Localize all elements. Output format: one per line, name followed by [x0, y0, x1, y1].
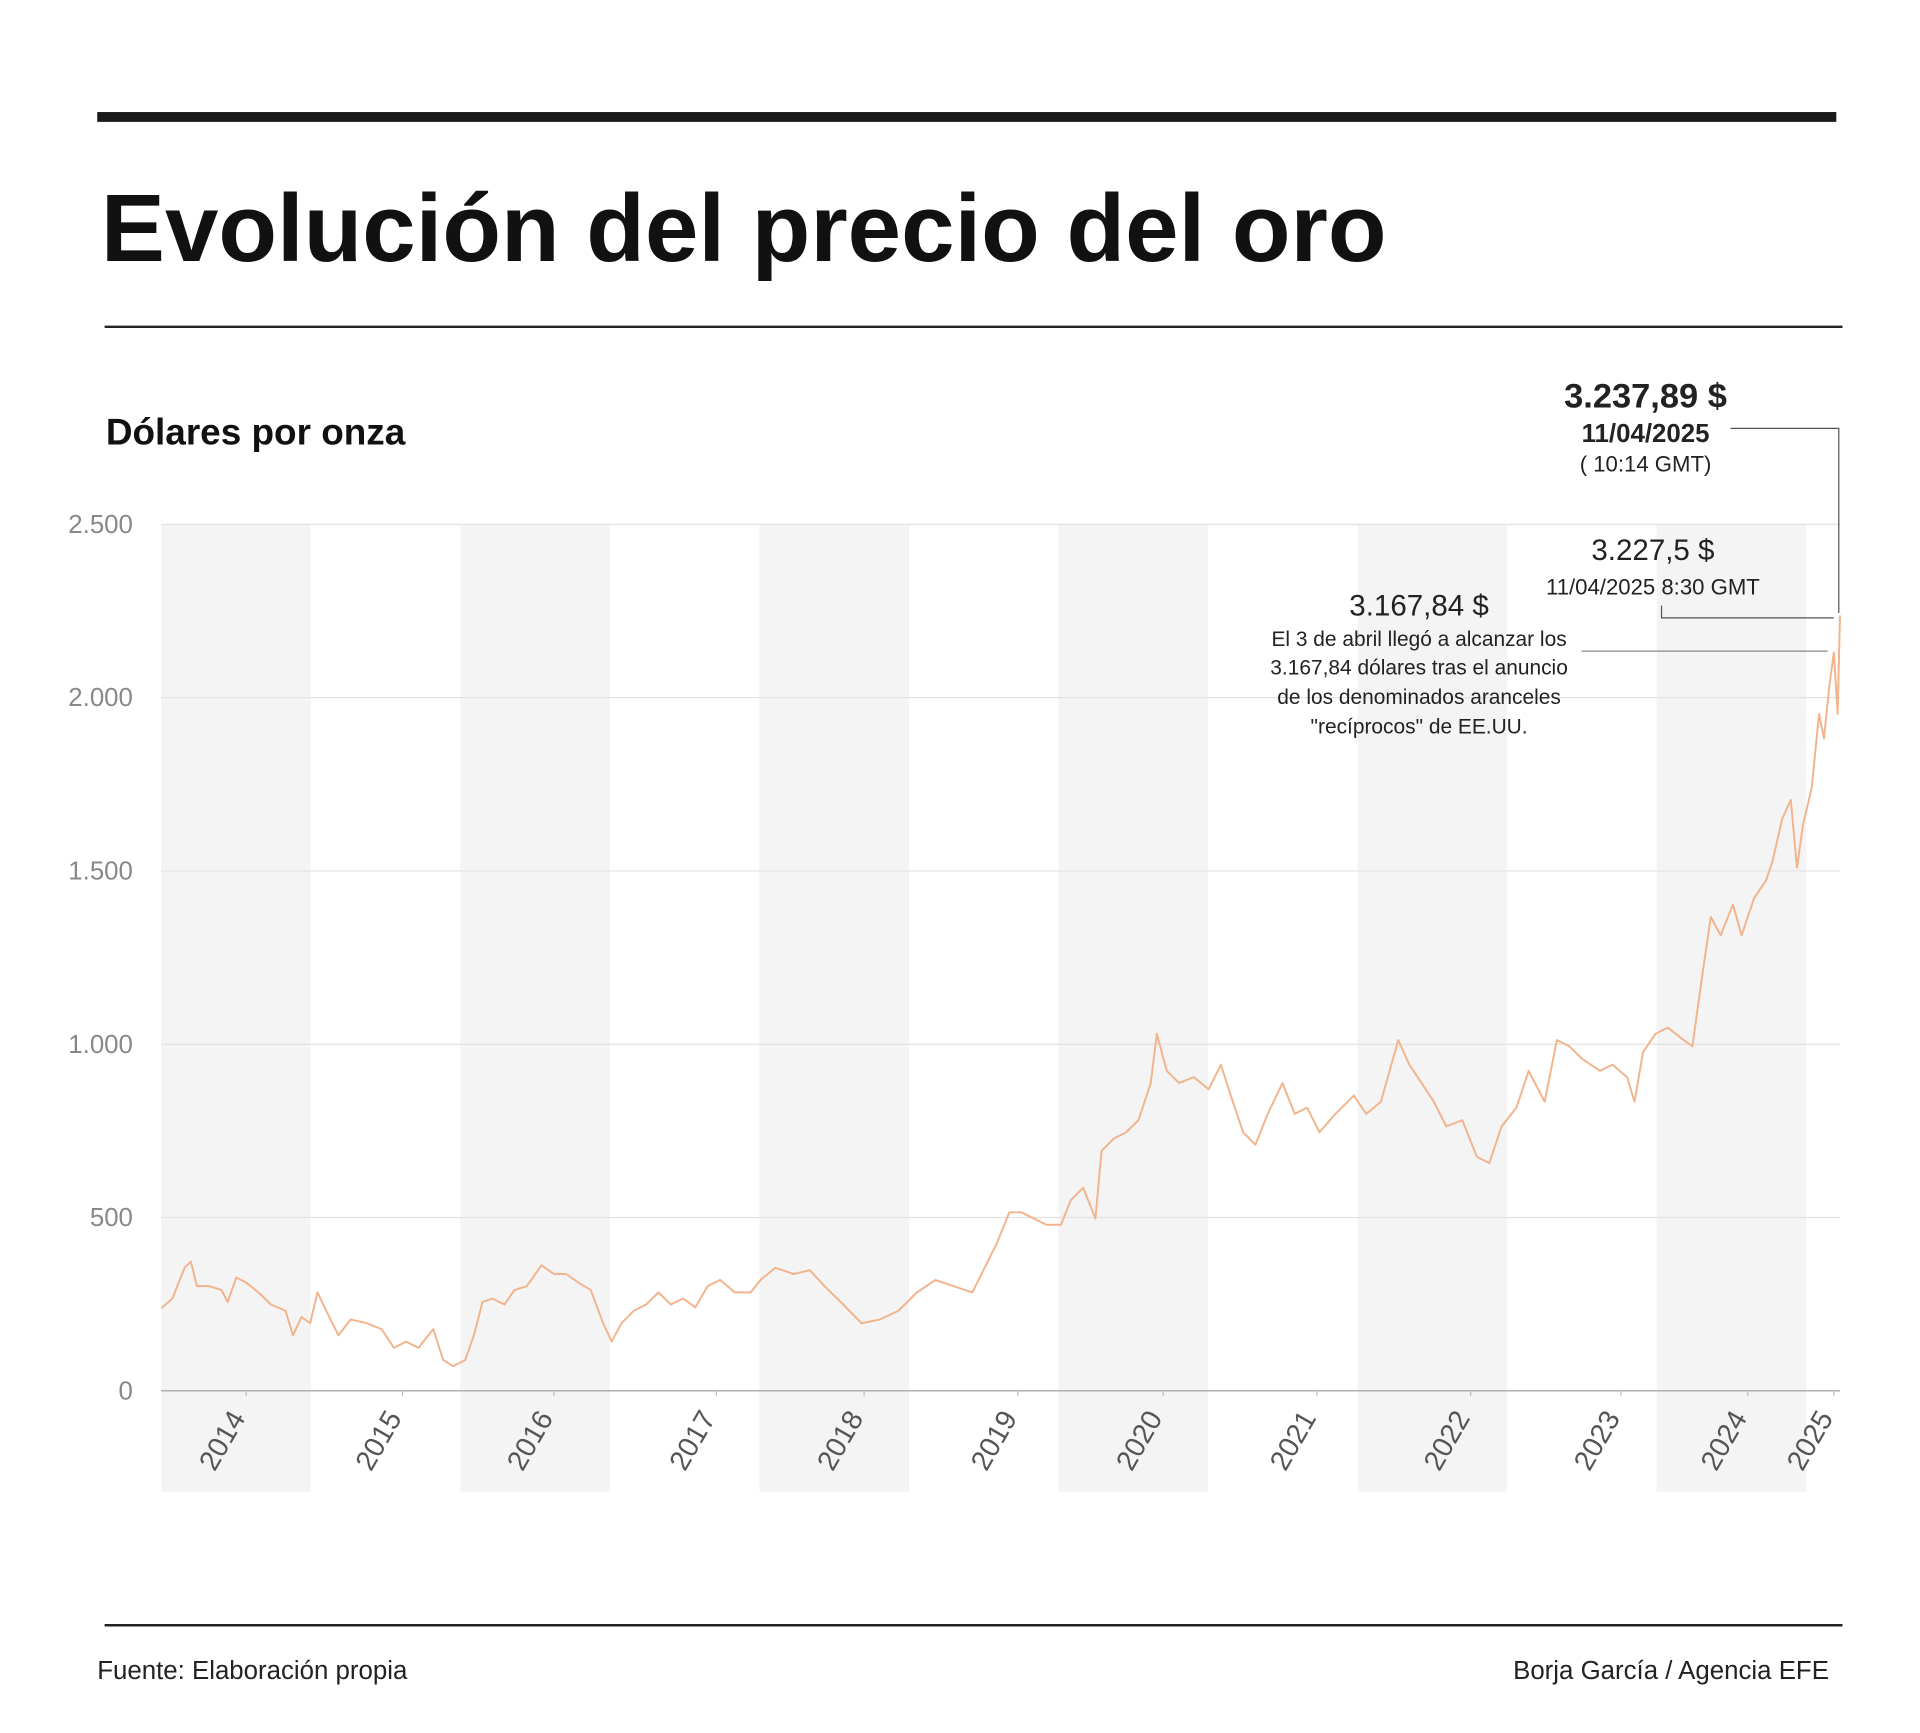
y-tick-label: 0	[119, 1377, 133, 1405]
y-tick-label: 500	[90, 1204, 133, 1232]
year-band	[460, 524, 610, 1492]
x-tick-label: 2017	[662, 1405, 721, 1476]
annotation: 3.167,84 $	[1349, 589, 1489, 622]
leader-line	[1730, 427, 1840, 613]
x-tick-label: 2015	[348, 1405, 407, 1476]
annotation: 3.237,89 $	[1564, 377, 1727, 415]
year-band	[1357, 524, 1508, 1492]
x-tick-label: 2019	[964, 1405, 1023, 1476]
annotation: 11/04/2025	[1582, 420, 1710, 448]
credit: Borja García / Agencia EFE	[1513, 1657, 1829, 1685]
leader-line	[1660, 605, 1834, 619]
x-tick-label: 2021	[1263, 1405, 1322, 1476]
year-band	[1058, 524, 1209, 1492]
price-line	[160, 615, 1841, 1368]
chart-subtitle: Dólares por onza	[106, 411, 406, 452]
annotation: 3.227,5 $	[1591, 534, 1714, 567]
year-band	[1656, 524, 1807, 1492]
year-band	[759, 524, 909, 1492]
y-tick-label: 1.000	[68, 1031, 133, 1059]
annotation: 3.167,84 dólares tras el anuncio	[1270, 656, 1568, 679]
y-tick-label: 1.500	[68, 858, 133, 886]
annotation: "recíprocos" de EE.UU.	[1311, 716, 1528, 739]
annotations: 3.237,89 $ 11/04/2025 ( 10:14 GMT) 3.227…	[1270, 377, 1840, 739]
year-band	[161, 524, 311, 1492]
x-tick-label: 2023	[1567, 1405, 1626, 1476]
y-tick-label: 2.000	[68, 684, 133, 712]
top-rule	[97, 112, 1837, 122]
plot	[160, 615, 1841, 1368]
chart-title: Evolución del precio del oro	[101, 175, 1387, 282]
y-tick-label: 2.500	[68, 511, 133, 539]
annotation: 11/04/2025 8:30 GMT	[1546, 574, 1760, 599]
annotation: ( 10:14 GMT)	[1580, 451, 1712, 476]
year-bands	[161, 524, 1807, 1492]
annotation: El 3 de abril llegó a alcanzar los	[1271, 628, 1566, 651]
annotation: de los denominados aranceles	[1277, 686, 1561, 709]
source: Fuente: Elaboración propia	[97, 1657, 408, 1685]
